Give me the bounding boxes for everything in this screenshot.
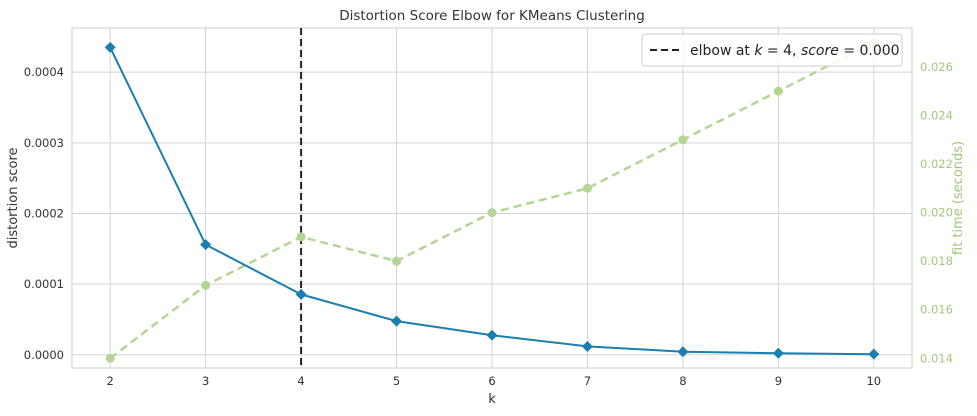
distortion-point — [104, 41, 116, 53]
fit-time-point — [773, 86, 783, 96]
y2-axis-ticks: 0.014 0.016 0.018 0.020 0.022 0.024 0.026 — [920, 60, 953, 365]
y2-tick-label: 0.014 — [920, 351, 953, 365]
fit-time-point — [296, 232, 306, 242]
x-tick-label: 2 — [107, 374, 114, 388]
distortion-point — [581, 340, 593, 352]
legend-prefix: elbow at — [690, 43, 754, 59]
y2-tick-label: 0.018 — [920, 254, 953, 268]
x-tick-label: 10 — [866, 374, 881, 388]
y2-tick-label: 0.026 — [920, 60, 953, 74]
fit-time-point — [201, 280, 211, 290]
y-axis-ticks: 0.0000 0.0001 0.0002 0.0003 0.0004 — [24, 65, 64, 362]
chart-title: Distortion Score Elbow for KMeans Cluste… — [339, 8, 645, 24]
legend-score-value: = 0.000 — [839, 43, 900, 59]
fit-time-point — [392, 256, 402, 266]
y2-tick-label: 0.022 — [920, 157, 953, 171]
distortion-point — [486, 329, 498, 341]
y-tick-label: 0.0004 — [24, 65, 64, 79]
legend-k-symbol: k — [754, 43, 763, 59]
legend-score-symbol: score — [801, 43, 839, 59]
legend-box — [641, 33, 903, 67]
y-tick-label: 0.0002 — [24, 206, 64, 220]
x-tick-label: 5 — [393, 374, 400, 388]
legend-k-value: = 4, — [762, 43, 800, 59]
distortion-point — [200, 239, 212, 251]
fit-time-point — [678, 135, 688, 145]
x-axis-ticks: 2 3 4 5 6 7 8 9 10 — [107, 374, 882, 388]
y2-tick-label: 0.024 — [920, 108, 953, 122]
y-tick-label: 0.0001 — [24, 277, 64, 291]
distortion-point — [772, 347, 784, 359]
distortion-point — [391, 315, 403, 327]
distortion-point — [677, 346, 689, 358]
x-tick-label: 7 — [584, 374, 591, 388]
x-tick-label: 6 — [488, 374, 495, 388]
y2-tick-label: 0.016 — [920, 303, 953, 317]
fit-time-point — [487, 208, 497, 218]
x-tick-label: 9 — [775, 374, 782, 388]
x-axis-label: k — [488, 392, 496, 407]
y-tick-label: 0.0003 — [24, 136, 64, 150]
fit-time-point — [582, 183, 592, 193]
y-axis-label: distortion score — [6, 148, 21, 249]
y2-axis-label: fit time (seconds) — [951, 141, 966, 255]
x-tick-label: 8 — [679, 374, 686, 388]
x-tick-label: 4 — [297, 374, 304, 388]
distortion-point — [295, 288, 307, 300]
fit-time-point — [105, 353, 115, 363]
y2-tick-label: 0.020 — [920, 206, 953, 220]
plot-frame — [71, 27, 913, 369]
distortion-point — [868, 348, 880, 360]
legend-label: elbow at k = 4, score = 0.000 — [690, 43, 900, 59]
legend: elbow at k = 4, score = 0.000 — [641, 33, 903, 67]
x-tick-label: 3 — [202, 374, 209, 388]
y-tick-label: 0.0000 — [24, 348, 64, 362]
distortion-series — [104, 41, 880, 360]
grid — [72, 28, 912, 368]
